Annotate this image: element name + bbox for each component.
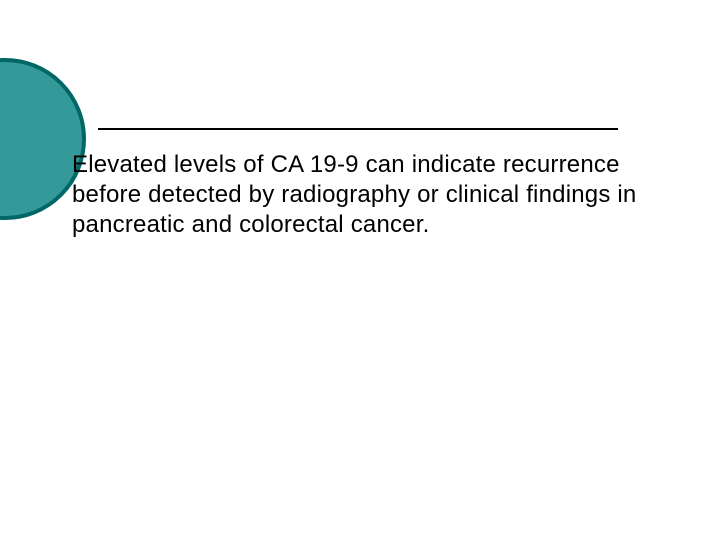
bullet-circle-icon <box>48 157 62 171</box>
bullet-item: Elevated levels of CA 19-9 can indicate … <box>48 150 668 240</box>
bullet-text: Elevated levels of CA 19-9 can indicate … <box>72 150 668 240</box>
title-rule <box>98 128 618 130</box>
